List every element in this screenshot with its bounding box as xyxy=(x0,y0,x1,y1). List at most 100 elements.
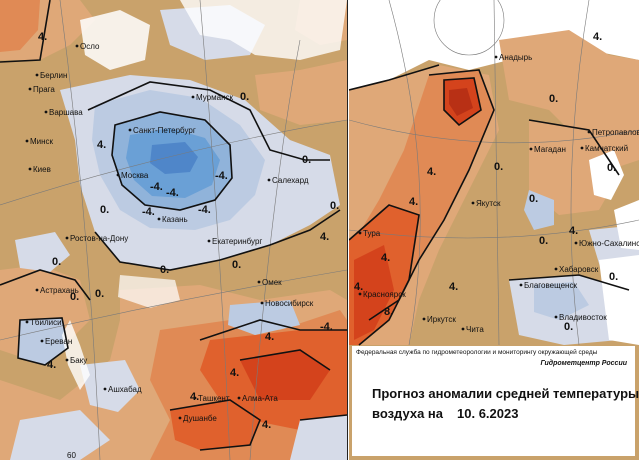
isotherm-label: 4. xyxy=(38,31,47,43)
isotherm-label: -4. xyxy=(166,187,179,199)
city-label: Анадырь xyxy=(499,53,532,62)
city-label: Екатеринбург xyxy=(212,237,262,246)
city-label: Москва xyxy=(121,171,149,180)
city-marker xyxy=(257,280,261,284)
forecast-info-box: Федеральная служба по гидрометеорологии … xyxy=(352,346,639,456)
isotherm-label: 0. xyxy=(549,93,558,105)
city-label: Благовещенск xyxy=(524,281,577,290)
city-marker xyxy=(494,55,498,59)
isotherm-label: -4. xyxy=(150,181,163,193)
isotherm-label: 4. xyxy=(409,196,418,208)
city-label: Омек xyxy=(262,278,282,287)
city-marker xyxy=(587,130,591,134)
city-marker xyxy=(28,87,32,91)
center-name: Гидрометцентр России xyxy=(540,360,628,367)
city-marker xyxy=(44,110,48,114)
city-marker xyxy=(157,217,161,221)
city-marker xyxy=(260,301,264,305)
right-map-panel: Анадырь Петропавловск Магадан Камчатский Яку… xyxy=(349,0,639,460)
isotherm-label: 0. xyxy=(160,264,169,276)
isotherm-label: -4. xyxy=(198,204,211,216)
isotherm-label: 4. xyxy=(381,252,390,264)
isotherm-label: 0. xyxy=(100,204,109,216)
city-label: Чита xyxy=(466,325,484,334)
isotherm-label: 4. xyxy=(265,331,274,343)
city-label: Магадан xyxy=(534,145,566,154)
isotherm-label: -4. xyxy=(215,170,228,182)
city-label: Варшава xyxy=(49,108,83,117)
isotherm-label: 4. xyxy=(230,367,239,379)
city-marker xyxy=(128,128,132,132)
isotherm-label: 4. xyxy=(320,231,329,243)
forecast-date: 10. 6.2023 xyxy=(457,406,519,421)
city-label: Красноярск xyxy=(363,290,406,299)
left-map-panel: Осло Берлин Прага Варшава Мурманск Санкт-Пете… xyxy=(0,0,348,460)
city-label: Санкт-Петербург xyxy=(133,126,196,135)
isotherm-label: 0. xyxy=(302,154,311,166)
forecast-title: Прогноз аномалии средней температуры xyxy=(372,386,639,401)
city-marker xyxy=(25,320,29,324)
city-label: Астрахань xyxy=(40,286,79,295)
city-marker xyxy=(178,416,182,420)
isotherm-label: 0. xyxy=(330,200,339,212)
city-label: Новосибирск xyxy=(265,299,314,308)
city-label: Якутск xyxy=(476,199,501,208)
city-label: Киев xyxy=(33,165,51,174)
isotherm-label: 4. xyxy=(190,391,199,403)
city-marker xyxy=(207,239,211,243)
city-marker xyxy=(580,146,584,150)
city-label: Иркутск xyxy=(427,315,456,324)
city-marker xyxy=(358,231,362,235)
city-marker xyxy=(116,173,120,177)
city-marker xyxy=(267,178,271,182)
city-marker xyxy=(237,396,241,400)
city-marker xyxy=(461,327,465,331)
city-marker xyxy=(103,387,107,391)
city-marker xyxy=(574,241,578,245)
isotherm-label: 4. xyxy=(97,139,106,151)
forecast-subtitle: воздуха на 10. 6.2023 xyxy=(372,406,518,421)
isotherm-label: 4. xyxy=(47,359,56,371)
city-marker xyxy=(554,315,558,319)
city-label: Хабаровск xyxy=(559,265,599,274)
city-label: Ростов-на-Дону xyxy=(70,234,128,243)
graticule-label: 60 xyxy=(67,451,76,460)
isotherm-label: 4. xyxy=(354,281,363,293)
city-label: Мурманск xyxy=(196,93,233,102)
city-marker xyxy=(25,139,29,143)
city-marker xyxy=(35,73,39,77)
left-anomaly-map: Осло Берлин Прага Варшава Мурманск Санкт-Пете… xyxy=(0,0,347,460)
city-label: Салехард xyxy=(272,176,309,185)
city-label: Прага xyxy=(33,85,55,94)
city-label: Южно-Сахалинск xyxy=(579,239,639,248)
isotherm-label: -4. xyxy=(320,321,333,333)
isotherm-label: 0. xyxy=(609,271,618,283)
isotherm-label: 8. xyxy=(384,306,393,318)
city-label: Баку xyxy=(70,356,87,365)
isotherm-label: 4. xyxy=(427,166,436,178)
city-marker xyxy=(554,267,558,271)
city-label: Тура xyxy=(363,229,381,238)
isotherm-label: 0. xyxy=(232,259,241,271)
city-label: Тбилиси xyxy=(30,318,62,327)
isotherm-label: 0. xyxy=(607,162,616,174)
city-marker xyxy=(65,358,69,362)
city-label: Ташкент xyxy=(198,394,230,403)
isotherm-label: 4. xyxy=(593,31,602,43)
city-marker xyxy=(471,201,475,205)
isotherm-label: 0. xyxy=(539,235,548,247)
city-marker xyxy=(193,396,197,400)
isotherm-label: 4. xyxy=(449,281,458,293)
city-marker xyxy=(191,95,195,99)
city-label: Казань xyxy=(162,215,188,224)
city-marker xyxy=(529,147,533,151)
city-label: Ашхабад xyxy=(108,385,142,394)
city-label: Ереван xyxy=(45,337,72,346)
isotherm-label: 0. xyxy=(494,161,503,173)
city-label: Берлин xyxy=(40,71,67,80)
city-marker xyxy=(65,236,69,240)
right-anomaly-map: Анадырь Петропавловск Магадан Камчатский Яку… xyxy=(349,0,639,460)
city-marker xyxy=(28,167,32,171)
city-marker xyxy=(519,283,523,287)
city-label: Камчатский xyxy=(585,144,628,153)
